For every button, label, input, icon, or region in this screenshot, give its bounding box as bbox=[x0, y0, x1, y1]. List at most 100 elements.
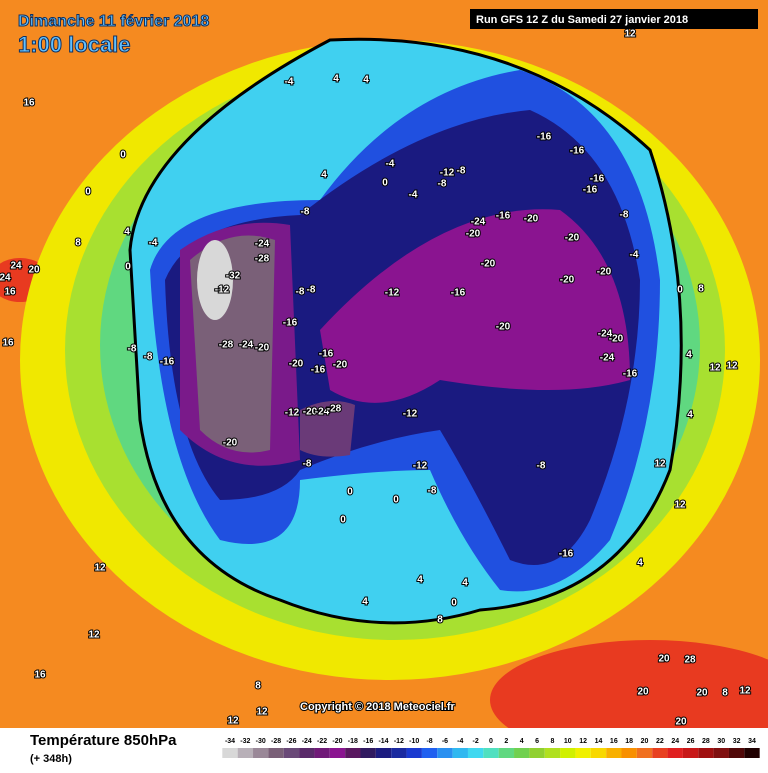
color-swatch bbox=[728, 748, 745, 758]
contour-label: -8 bbox=[537, 461, 546, 472]
contour-label: 20 bbox=[658, 654, 670, 665]
contour-label: 12 bbox=[624, 29, 636, 40]
contour-label: -8 bbox=[457, 166, 466, 177]
legend-tick-label: 4 bbox=[520, 738, 524, 745]
contour-label: 12 bbox=[739, 686, 751, 697]
contour-label: 4 bbox=[124, 227, 130, 238]
legend-tick-label: 2 bbox=[504, 738, 508, 745]
contour-label: -24 bbox=[315, 407, 330, 418]
contour-label: -16 bbox=[283, 318, 298, 329]
legend-tick-label: -14 bbox=[378, 738, 388, 745]
contour-label: 12 bbox=[94, 563, 106, 574]
color-swatch bbox=[498, 748, 515, 758]
zone-purple bbox=[320, 209, 630, 403]
contour-label: 16 bbox=[4, 287, 16, 298]
legend-subtitle: (+ 348h) bbox=[30, 753, 72, 765]
color-swatch bbox=[682, 748, 699, 758]
contour-label: 0 bbox=[125, 262, 131, 273]
copyright: Copyright © 2018 Meteociel.fr bbox=[300, 701, 456, 713]
contour-label: -32 bbox=[226, 271, 241, 282]
contour-label: -16 bbox=[451, 288, 466, 299]
color-swatch bbox=[636, 748, 653, 758]
contour-label: -4 bbox=[149, 238, 158, 249]
color-swatch bbox=[483, 748, 499, 758]
contour-label: -16 bbox=[590, 174, 605, 185]
contour-label: 16 bbox=[2, 338, 14, 349]
contour-label: -24 bbox=[471, 217, 486, 228]
legend-tick-label: -22 bbox=[317, 738, 327, 745]
contour-label: -20 bbox=[223, 438, 238, 449]
legend-tick-label: 32 bbox=[733, 738, 741, 745]
contour-label: -24 bbox=[239, 340, 254, 351]
contour-label: -4 bbox=[386, 159, 395, 170]
zone-coldest bbox=[197, 240, 233, 320]
contour-label: 4 bbox=[363, 75, 369, 86]
color-swatch bbox=[437, 748, 453, 758]
contour-label: 4 bbox=[462, 578, 468, 589]
color-swatch bbox=[575, 748, 591, 758]
color-swatch bbox=[621, 748, 637, 758]
contour-label: 0 bbox=[85, 187, 91, 198]
contour-label: -8 bbox=[428, 486, 437, 497]
legend-tick-label: -24 bbox=[302, 738, 312, 745]
contour-label: -28 bbox=[255, 254, 270, 265]
contour-label: 8 bbox=[437, 615, 443, 626]
contour-label: 0 bbox=[120, 150, 126, 161]
contour-label: 8 bbox=[722, 688, 728, 699]
contour-label: -12 bbox=[413, 461, 428, 472]
color-swatch bbox=[452, 748, 468, 758]
legend-tick-label: -6 bbox=[442, 738, 448, 745]
legend-tick-label: -34 bbox=[225, 738, 235, 745]
legend-tick-label: -32 bbox=[240, 738, 250, 745]
contour-label: -20 bbox=[496, 322, 511, 333]
contour-label: 12 bbox=[674, 500, 686, 511]
contour-label: 12 bbox=[227, 716, 239, 727]
color-swatch bbox=[606, 748, 622, 758]
color-swatch bbox=[375, 748, 392, 758]
legend-tick-label: 30 bbox=[717, 738, 725, 745]
contour-label: 24 bbox=[10, 261, 22, 272]
color-swatch bbox=[421, 748, 438, 758]
color-swatch bbox=[253, 748, 269, 758]
contour-label: 12 bbox=[88, 630, 100, 641]
color-swatch bbox=[560, 748, 576, 758]
contour-label: 0 bbox=[451, 598, 457, 609]
legend-tick-label: 14 bbox=[595, 738, 603, 745]
contour-label: 0 bbox=[393, 495, 399, 506]
color-swatch bbox=[698, 748, 714, 758]
color-swatch bbox=[329, 748, 346, 758]
color-swatch bbox=[544, 748, 561, 758]
contour-label: -20 bbox=[303, 407, 318, 418]
contour-label: -20 bbox=[524, 214, 539, 225]
color-swatch bbox=[667, 748, 683, 758]
legend-tick-label: 34 bbox=[748, 738, 756, 745]
contour-label: -16 bbox=[583, 185, 598, 196]
contour-label: -16 bbox=[559, 549, 574, 560]
contour-label: -8 bbox=[296, 287, 305, 298]
legend-tick-label: -4 bbox=[457, 738, 463, 745]
contour-label: -12 bbox=[385, 288, 400, 299]
contour-label: 12 bbox=[256, 707, 268, 718]
color-swatch bbox=[590, 748, 607, 758]
contour-label: 16 bbox=[34, 670, 46, 681]
contour-label: 4 bbox=[686, 350, 692, 361]
color-swatch bbox=[222, 748, 238, 758]
contour-label: 12 bbox=[709, 363, 721, 374]
legend-tick-label: 18 bbox=[625, 738, 633, 745]
contour-label: -8 bbox=[128, 344, 137, 355]
contour-label: -16 bbox=[537, 132, 552, 143]
contour-label: -24 bbox=[598, 329, 613, 340]
contour-label: -4 bbox=[285, 77, 294, 88]
legend-tick-label: -10 bbox=[409, 738, 419, 745]
contour-label: 4 bbox=[362, 597, 368, 608]
legend-tick-label: 8 bbox=[550, 738, 554, 745]
contour-label: -12 bbox=[440, 168, 455, 179]
legend-tick-label: -16 bbox=[363, 738, 373, 745]
contour-label: -24 bbox=[255, 239, 270, 250]
contour-label: -16 bbox=[570, 146, 585, 157]
contour-label: -8 bbox=[620, 210, 629, 221]
contour-label: 28 bbox=[684, 655, 696, 666]
color-swatch bbox=[391, 748, 407, 758]
